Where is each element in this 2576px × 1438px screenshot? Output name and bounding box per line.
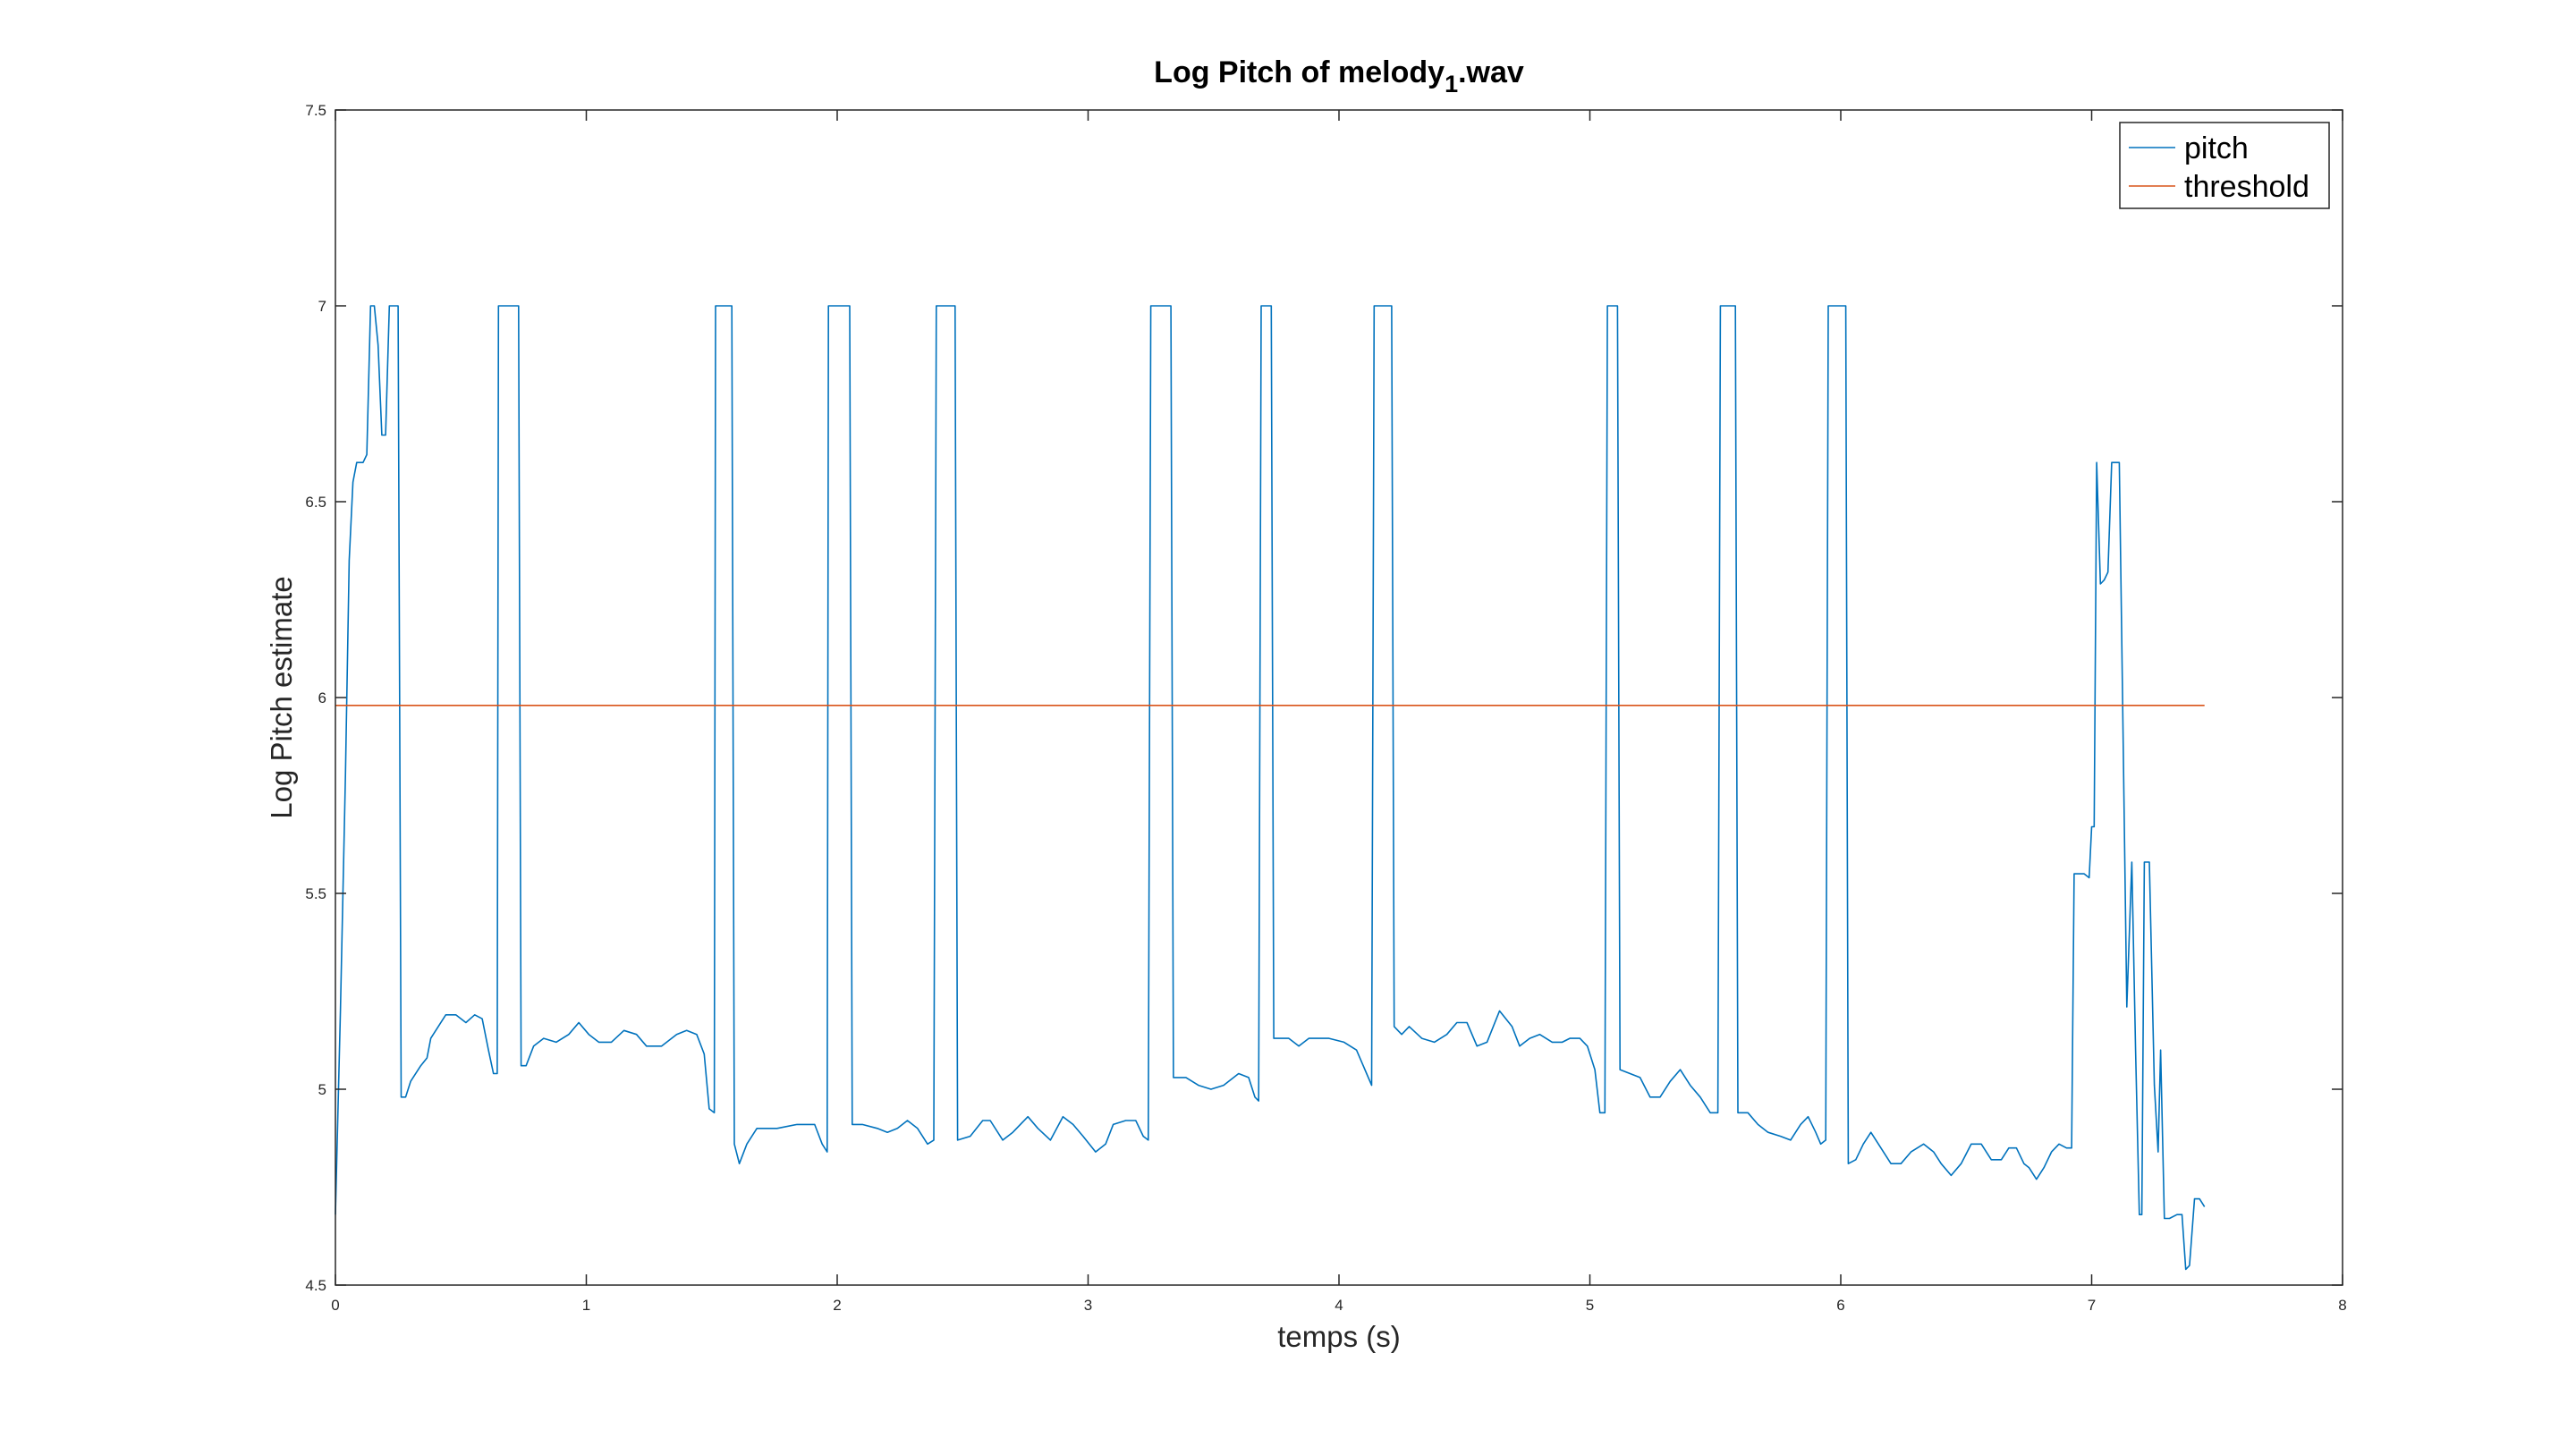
legend-label-pitch: pitch (2184, 131, 2249, 165)
x-tick-label: 3 (1084, 1297, 1092, 1314)
y-tick-label: 6 (318, 689, 326, 706)
tick-layer: 0 1 2 3 4 5 6 7 8 4.5 5 5.5 6 6.5 7 7.5 (305, 102, 2346, 1314)
title-main: Log Pitch of melody (1154, 55, 1445, 89)
x-axis-label: temps (s) (1277, 1320, 1401, 1353)
x-tick-label: 4 (1335, 1297, 1343, 1314)
chart-title: Log Pitch of melody1.wav (1154, 55, 1524, 97)
plot-area (335, 110, 2343, 1285)
x-tick-label: 7 (2088, 1297, 2096, 1314)
legend-box (2119, 122, 2330, 209)
x-tick-label: 5 (1586, 1297, 1594, 1314)
y-tick-label: 7 (318, 298, 326, 315)
x-tick-label: 8 (2338, 1297, 2346, 1314)
x-tick-label: 1 (582, 1297, 590, 1314)
x-tick-label: 6 (1836, 1297, 1844, 1314)
series-line-pitch (335, 305, 2206, 1271)
y-tick-label: 5.5 (305, 885, 326, 902)
legend-label-threshold: threshold (2184, 170, 2309, 204)
legend: pitch threshold (2119, 122, 2330, 209)
y-tick-label: 4.5 (305, 1277, 326, 1294)
series-layer (335, 305, 2206, 1271)
y-axis-label: Log Pitch estimate (265, 576, 298, 818)
title-subscript: 1 (1445, 71, 1458, 97)
x-tick-label: 0 (331, 1297, 339, 1314)
y-tick-label: 7.5 (305, 102, 326, 119)
y-tick-label: 6.5 (305, 494, 326, 511)
y-tick-label: 5 (318, 1081, 326, 1098)
title-suffix: .wav (1458, 55, 1524, 89)
x-tick-label: 2 (833, 1297, 841, 1314)
